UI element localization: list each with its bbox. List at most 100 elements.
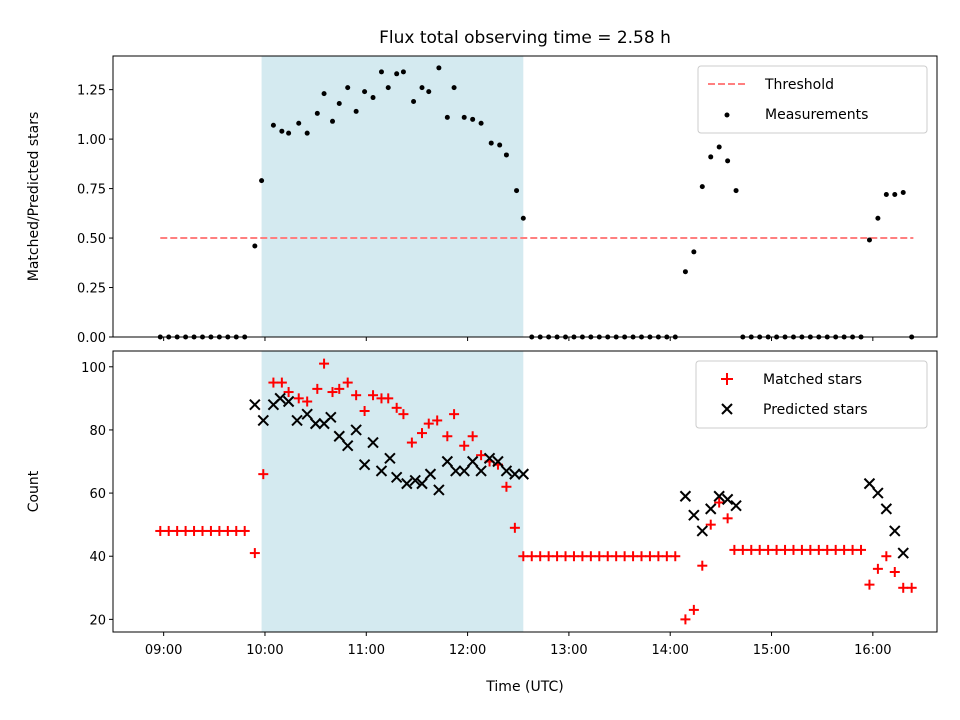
measurement-point — [252, 243, 258, 249]
matched-star-point — [594, 551, 605, 562]
matched-star-point — [526, 551, 537, 562]
measurement-point — [370, 95, 376, 101]
y-tick-label: 80 — [89, 424, 106, 439]
measurement-point — [411, 99, 417, 105]
matched-star-point — [222, 525, 233, 536]
predicted-star-point — [500, 465, 513, 477]
measurement-point — [725, 158, 731, 164]
matched-star-point — [585, 551, 596, 562]
predicted-star-point — [483, 452, 496, 465]
legend-predicted-label: Predicted stars — [763, 402, 868, 418]
measurement-point — [708, 154, 714, 160]
matched-star-point — [398, 409, 409, 420]
predicted-star-point — [409, 474, 421, 487]
predicted-star-point — [384, 452, 396, 465]
matched-star-point — [231, 525, 242, 536]
count-y-label: Count — [26, 470, 42, 512]
measurement-point — [691, 249, 697, 255]
matched-star-point — [249, 548, 260, 559]
measurement-point — [304, 130, 310, 136]
predicted-star-point — [367, 436, 379, 449]
count-panel-marks — [155, 358, 917, 625]
matched-star-point — [501, 481, 512, 492]
count-y-axis: 20 40 60 80 100 — [81, 361, 113, 628]
y-tick-label: 1.00 — [77, 133, 106, 148]
ratio-legend-box — [697, 65, 928, 134]
predicted-star-point — [466, 455, 479, 468]
matched-star-point — [268, 377, 279, 388]
measurement-point — [394, 71, 400, 77]
matched-star-point — [214, 525, 225, 536]
measurement-point — [883, 192, 889, 198]
matched-star-point — [771, 544, 782, 555]
legend-matched-label: Matched stars — [763, 372, 862, 388]
matched-star-point — [406, 437, 417, 448]
predicted-star-point — [350, 424, 362, 436]
count-panel: 20 40 60 80 100 09:00 10:00 11:00 12:00 13:00 14:… — [26, 350, 938, 695]
matched-star-point — [293, 393, 304, 404]
y-tick-label: 1.25 — [77, 84, 106, 99]
measurement-point — [286, 130, 292, 136]
matched-star-point — [552, 551, 563, 562]
measurement-point — [478, 120, 484, 126]
matched-star-point — [906, 582, 917, 593]
matched-star-point — [705, 519, 716, 530]
matched-star-point — [688, 604, 699, 615]
measurement-point — [259, 178, 265, 184]
predicted-star-point — [517, 468, 530, 480]
matched-star-point — [796, 544, 807, 555]
measurement-point — [314, 110, 320, 116]
matched-star-point — [163, 525, 174, 536]
measurement-point — [279, 128, 285, 134]
matched-star-point — [476, 450, 487, 461]
matched-star-point — [432, 415, 443, 426]
count-panel-frame — [112, 350, 938, 633]
matched-star-point — [813, 544, 824, 555]
matched-star-point — [830, 544, 841, 555]
matched-star-point — [283, 387, 294, 398]
predicted-star-point — [416, 477, 428, 490]
measurement-point — [296, 120, 302, 126]
matched-star-point — [334, 383, 345, 394]
matched-star-point — [577, 551, 588, 562]
x-axis-label: Time (UTC) — [485, 679, 563, 695]
matched-star-point — [872, 563, 883, 574]
predicted-star-point — [450, 465, 462, 477]
measurement-point — [321, 91, 327, 97]
measurement-point — [436, 65, 442, 71]
predicted-star-point — [390, 471, 403, 483]
matched-star-point — [729, 544, 740, 555]
measurement-point — [682, 269, 688, 275]
matched-star-point — [359, 405, 370, 416]
measurement-point — [892, 192, 898, 198]
matched-star-point — [780, 544, 791, 555]
measurement-point — [514, 188, 520, 194]
predicted-star-point — [375, 465, 388, 477]
matched-star-point — [898, 582, 909, 593]
measurement-point — [875, 215, 881, 221]
matched-star-point — [423, 418, 434, 429]
observing-span-top — [261, 56, 524, 337]
matched-star-point — [670, 551, 681, 562]
matched-star-point — [302, 396, 313, 407]
matched-star-point — [839, 544, 850, 555]
predicted-star-point — [401, 477, 413, 490]
measurement-point — [426, 89, 432, 95]
measurement-point — [336, 100, 342, 106]
y-tick-label: 60 — [89, 487, 106, 502]
matched-star-point — [172, 525, 183, 536]
matched-star-point — [856, 544, 867, 555]
predicted-star-point — [679, 490, 692, 502]
measurement-point — [503, 152, 509, 158]
y-tick-label: 0.00 — [77, 331, 106, 346]
legend-measurements-label: Measurements — [765, 107, 868, 123]
predicted-star-point — [688, 509, 700, 521]
matched-star-point — [619, 551, 630, 562]
matched-star-point — [805, 544, 816, 555]
measurement-point — [419, 85, 425, 91]
matched-star-point — [459, 440, 470, 451]
ratio-panel: 0.00 0.25 0.50 0.75 1.00 1.25 Matched/Predict… — [26, 55, 938, 346]
x-tick-label: 13:00 — [550, 643, 587, 658]
predicted-star-point — [441, 455, 454, 468]
